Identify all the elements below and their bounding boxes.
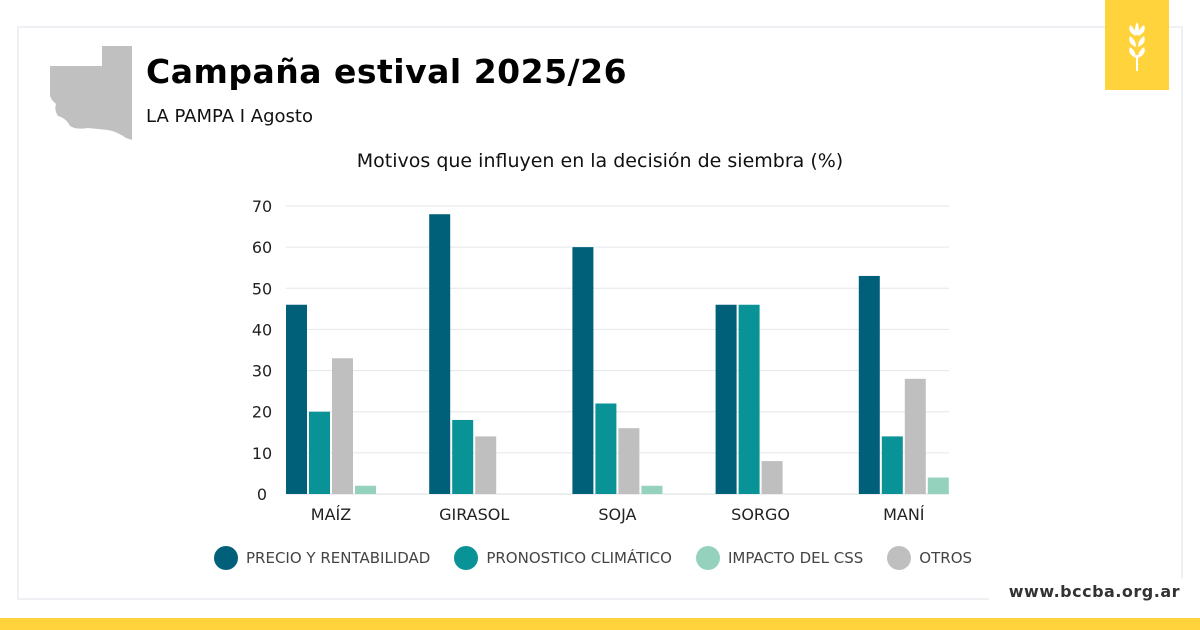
bar-pronostico-clim-tico-0 [309,411,330,494]
legend-label: OTROS [919,549,973,567]
bar-otros-1 [475,436,497,494]
y-tick-label: 30 [252,362,272,381]
page-title: Campaña estival 2025/26 [146,52,628,91]
chart-title: Motivos que influyen en la decisión de s… [356,150,844,172]
bar-pronostico-clim-tico-3 [738,304,760,494]
legend-swatch [695,546,720,570]
wheat-icon [1129,22,1145,71]
legend-item: PRONOSTICO CLIMÁTICO [454,546,672,570]
legend-swatch [454,546,479,570]
y-tick-label: 20 [252,403,272,422]
legend-label: PRECIO Y RENTABILIDAD [246,549,431,567]
bar-pronostico-clim-tico-1 [452,419,474,494]
bar-otros-0 [332,358,353,494]
x-tick-label: GIRASOL [439,505,509,524]
bar-precio-y-rentabilidad-2 [572,247,594,494]
legend-item: IMPACTO DEL CSS [695,546,864,570]
x-tick-label: SOJA [598,505,636,524]
la-pampa-map-icon [50,46,132,140]
legend-label: IMPACTO DEL CSS [727,549,864,567]
chart-legend: PRECIO Y RENTABILIDAD PRONOSTICO CLIMÁTIC… [214,546,996,570]
x-tick-label: MAÍZ [311,505,351,524]
bar-precio-y-rentabilidad-3 [715,304,737,494]
x-tick-label: MANÍ [883,505,925,524]
bar-precio-y-rentabilidad-1 [429,214,451,494]
legend-item: OTROS [887,546,972,570]
y-tick-label: 60 [252,238,272,257]
card-frame [17,26,1183,600]
bar-otros-4 [904,378,926,494]
bar-precio-y-rentabilidad-4 [858,275,880,494]
y-tick-label: 0 [257,485,267,504]
bar-precio-y-rentabilidad-0 [286,304,307,494]
bar-pronostico-clim-tico-4 [881,436,903,494]
y-tick-label: 10 [252,444,272,463]
bar-pronostico-clim-tico-2 [595,403,617,494]
y-tick-label: 50 [252,279,272,298]
x-tick-label: SORGO [731,505,790,524]
legend-item: PRECIO Y RENTABILIDAD [214,546,430,570]
legend-swatch [214,546,238,570]
website-link[interactable]: www.bccba.org.ar [988,578,1200,607]
legend-label: PRONOSTICO CLIMÁTICO [486,549,672,567]
page-subtitle: LA PAMPA I Agosto [146,106,313,127]
y-tick-label: 40 [252,320,272,339]
bar-impacto-del-css-0 [355,485,376,494]
bar-impacto-del-css-4 [927,477,949,494]
y-tick-label: 70 [252,197,272,216]
bar-otros-3 [761,461,783,494]
bar-otros-2 [618,428,640,494]
legend-swatch [887,546,912,570]
logo-badge [1105,0,1169,90]
footer-bar [0,618,1200,630]
bar-impacto-del-css-2 [641,485,663,494]
